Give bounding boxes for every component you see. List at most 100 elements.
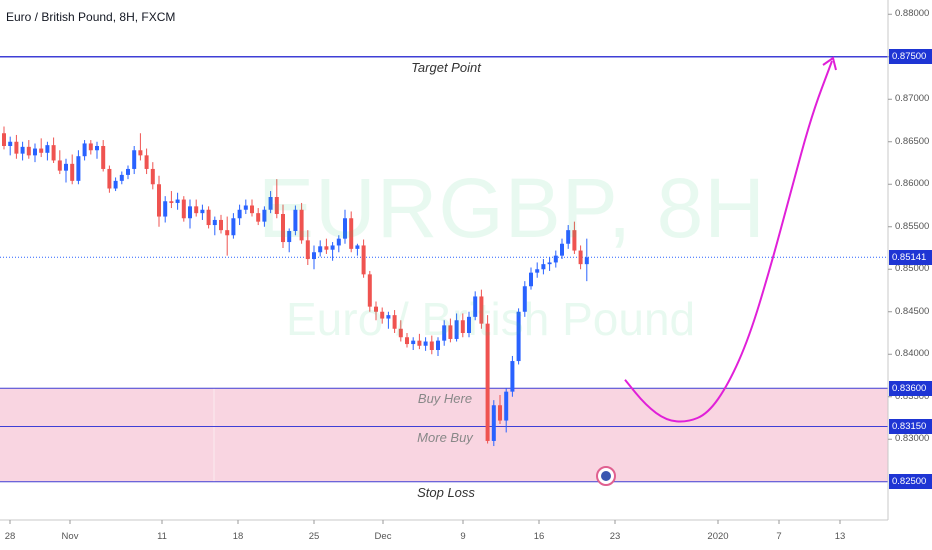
candle-up: [82, 143, 87, 157]
stop-loss-label: Stop Loss: [417, 484, 475, 500]
candle-down: [26, 146, 31, 156]
candle-down: [194, 206, 199, 214]
y-tick-label: 0.83000: [895, 433, 930, 445]
candle-down: [498, 405, 502, 421]
candle-layer: [2, 126, 589, 447]
candle-down: [256, 213, 261, 222]
candle-up: [553, 255, 558, 263]
candle-up: [529, 272, 533, 287]
candle-down: [39, 148, 44, 153]
x-tick-label: 11: [157, 531, 167, 542]
candle-up: [442, 325, 447, 341]
candle-up: [423, 341, 428, 346]
candle-down: [150, 168, 155, 185]
candle-down: [225, 230, 230, 236]
zone-layer: [0, 388, 888, 482]
candle-up: [243, 205, 248, 210]
candle-up: [95, 146, 99, 151]
candle-up: [132, 150, 137, 169]
candle-up: [188, 206, 192, 219]
stop-price-badge: 0.82500: [889, 474, 932, 490]
candle-down: [14, 141, 19, 154]
candle-up: [212, 219, 217, 226]
y-tick-label: 0.83500: [895, 390, 930, 402]
candle-up: [268, 197, 273, 210]
target-price-badge: 0.87500: [889, 49, 932, 65]
candle-up: [113, 180, 118, 189]
x-tick-label: 2020: [707, 531, 729, 542]
economic-event-icon[interactable]: [596, 466, 616, 486]
y-tick-label: 0.87000: [895, 93, 930, 105]
candle-up: [343, 218, 347, 239]
candle-up: [318, 246, 323, 253]
candle-down: [169, 201, 174, 203]
candle-up: [491, 405, 496, 441]
candle-up: [8, 141, 13, 146]
candle-down: [281, 214, 285, 243]
candle-up: [547, 262, 552, 265]
candle-up: [566, 230, 571, 244]
candle-down: [349, 218, 354, 249]
candle-up: [516, 311, 521, 362]
candle-down: [101, 146, 106, 169]
candle-down: [398, 328, 403, 338]
candle-down: [206, 209, 211, 226]
candle-up: [293, 209, 298, 231]
candle-up: [386, 315, 391, 319]
candle-down: [374, 306, 378, 312]
y-tick-label: 0.88000: [895, 8, 930, 20]
candle-up: [541, 264, 546, 270]
candle-down: [380, 311, 385, 319]
y-tick-label: 0.84000: [895, 348, 930, 360]
candle-up: [522, 286, 527, 312]
candle-down: [361, 245, 366, 275]
candle-up: [20, 146, 25, 154]
x-tick-label: Nov: [61, 531, 79, 542]
candle-down: [417, 340, 422, 346]
more-buy-price-badge: 0.83150: [889, 419, 932, 434]
x-tick-label: 25: [308, 531, 320, 542]
candle-up: [504, 391, 509, 421]
y-tick-label: 0.86000: [895, 178, 930, 190]
candle-down: [572, 230, 577, 251]
candle-up: [355, 245, 360, 249]
candle-up: [126, 168, 130, 175]
candle-up: [312, 252, 316, 260]
candle-up: [76, 156, 81, 181]
x-tick-label: 7: [776, 531, 782, 542]
candle-down: [157, 184, 161, 217]
target-point-label: Target Point: [411, 59, 481, 75]
candle-up: [119, 174, 124, 181]
candle-down: [107, 168, 112, 189]
candle-up: [45, 145, 50, 153]
candle-down: [485, 323, 490, 441]
x-tick-label: Dec: [374, 531, 392, 542]
projection-arrowhead: [822, 56, 837, 71]
candle-up: [584, 257, 589, 265]
candle-up: [411, 340, 416, 345]
candle-up: [287, 231, 292, 243]
projection-layer: [624, 56, 837, 423]
level-layer: [0, 56, 888, 483]
candle-down: [324, 246, 329, 250]
candle-up: [467, 316, 471, 333]
candle-down: [181, 199, 186, 219]
candle-down: [2, 133, 6, 146]
y-tick-label: 0.85000: [895, 263, 930, 275]
x-tick-label: 16: [533, 531, 545, 542]
x-tick-label: 23: [609, 531, 621, 542]
candle-down: [144, 155, 149, 169]
candle-up: [175, 199, 180, 203]
candle-up: [436, 340, 440, 350]
candle-down: [460, 320, 465, 333]
candle-down: [88, 143, 93, 151]
candle-up: [64, 163, 68, 171]
candle-up: [330, 245, 335, 250]
candle-down: [274, 197, 279, 214]
y-tick-label: 0.84500: [895, 305, 930, 317]
candle-down: [70, 163, 75, 181]
candle-down: [367, 274, 372, 307]
x-tick-label: 9: [460, 531, 466, 542]
